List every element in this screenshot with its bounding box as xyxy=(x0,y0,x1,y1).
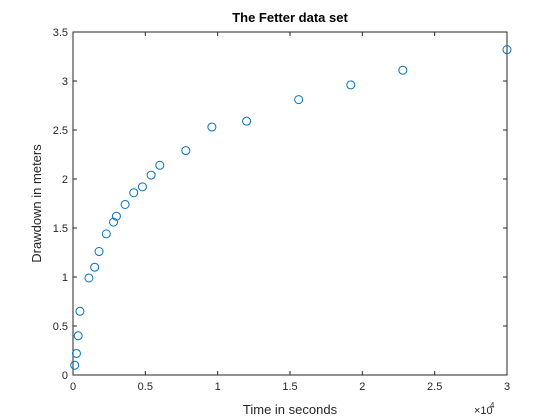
y-tick-label: 3.5 xyxy=(53,27,68,39)
data-point xyxy=(120,199,130,209)
data-point xyxy=(84,273,94,283)
data-point xyxy=(94,247,104,257)
x-tick-label: 2 xyxy=(359,381,365,393)
data-point xyxy=(294,95,304,105)
data-point xyxy=(346,80,356,90)
data-point xyxy=(71,348,81,358)
data-point xyxy=(137,182,147,192)
x-tick-label: 2.5 xyxy=(427,381,442,393)
data-point xyxy=(155,160,165,170)
data-point xyxy=(109,217,119,227)
y-axis-label: Drawdown in meters xyxy=(29,144,44,263)
data-point xyxy=(129,188,139,198)
y-tick-label: 3 xyxy=(62,76,68,88)
data-point xyxy=(111,211,121,221)
y-tick-label: 2 xyxy=(62,174,68,186)
y-ticks: 0 0.5 1 1.5 2 2.5 3 3.5 xyxy=(53,27,507,382)
data-point xyxy=(502,45,512,55)
data-point xyxy=(75,306,85,316)
data-point xyxy=(398,65,408,75)
x-tick-label: 3 xyxy=(504,381,510,393)
x-tick-label: 1 xyxy=(215,381,221,393)
x-tick-label: 0 xyxy=(70,381,76,393)
data-point xyxy=(146,170,156,180)
chart-title: The Fetter data set xyxy=(232,10,348,25)
y-tick-label: 0 xyxy=(62,370,68,382)
data-points xyxy=(70,45,512,370)
y-tick-label: 1.5 xyxy=(53,223,68,235)
x-ticks: 0 0.5 1 1.5 2 2.5 3 xyxy=(70,32,510,393)
y-tick-label: 2.5 xyxy=(53,125,68,137)
x-exponent-base: ×10 xyxy=(474,405,493,417)
x-axis-label: Time in seconds xyxy=(243,402,338,417)
x-exponent-power: 4 xyxy=(490,401,495,410)
data-point xyxy=(90,262,100,272)
x-axis-exponent: ×10 4 xyxy=(474,401,495,417)
y-tick-label: 1 xyxy=(62,272,68,284)
data-point xyxy=(181,146,191,156)
data-point xyxy=(73,331,83,341)
data-point xyxy=(70,360,80,370)
x-tick-label: 1.5 xyxy=(282,381,297,393)
x-tick-label: 0.5 xyxy=(138,381,153,393)
data-point xyxy=(242,116,252,126)
y-tick-label: 0.5 xyxy=(53,321,68,333)
data-point xyxy=(101,229,111,239)
data-point xyxy=(207,122,217,132)
plot-area xyxy=(72,31,508,376)
